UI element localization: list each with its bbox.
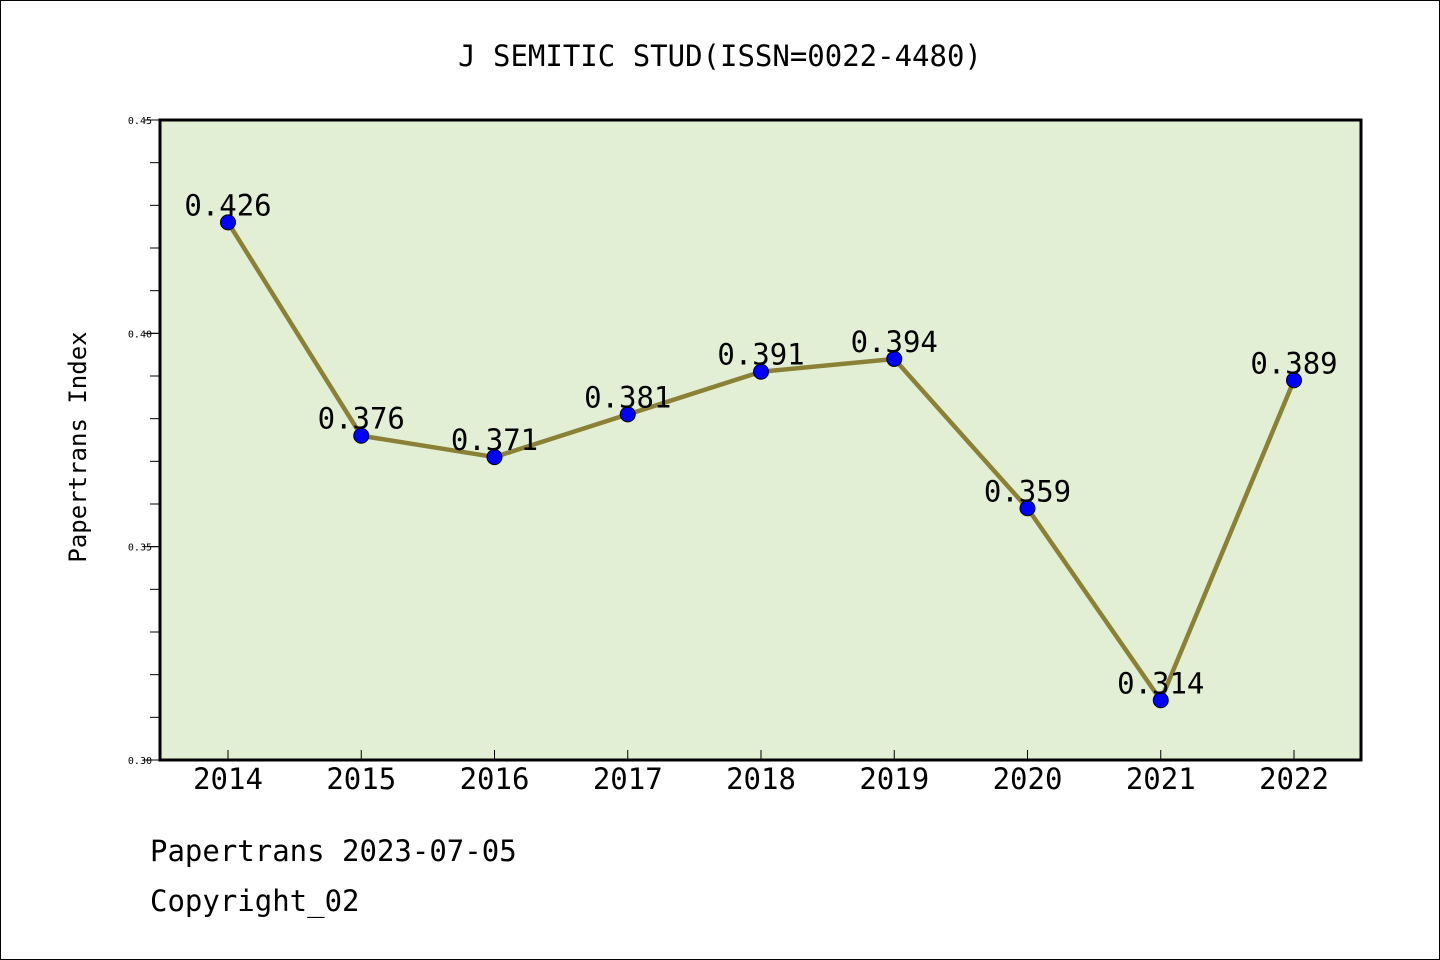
data-point bbox=[1019, 500, 1036, 517]
data-label: 0.394 bbox=[851, 325, 938, 359]
data-point bbox=[886, 350, 903, 367]
data-label: 0.391 bbox=[717, 338, 804, 372]
chart-title: J SEMITIC STUD(ISSN=0022-4480) bbox=[458, 39, 982, 73]
x-tick-label: 2015 bbox=[326, 762, 396, 796]
data-point bbox=[1152, 692, 1169, 709]
plot-area bbox=[158, 118, 1363, 762]
data-label: 0.371 bbox=[451, 423, 538, 457]
data-point bbox=[353, 427, 370, 444]
x-tick-label: 2017 bbox=[593, 762, 663, 796]
y-tick-label: 0.30 bbox=[128, 756, 152, 767]
data-label: 0.426 bbox=[184, 188, 271, 222]
data-point bbox=[486, 449, 503, 466]
y-tick-label: 0.35 bbox=[128, 543, 152, 554]
data-label: 0.314 bbox=[1117, 666, 1204, 700]
footer-copyright: Copyright_02 bbox=[150, 884, 360, 918]
data-label: 0.359 bbox=[984, 474, 1071, 508]
data-label: 0.381 bbox=[584, 380, 671, 414]
y-tick-label: 0.45 bbox=[128, 116, 152, 127]
data-point bbox=[753, 363, 769, 380]
footer-date: Papertrans 2023-07-05 bbox=[150, 834, 517, 868]
data-markers bbox=[220, 214, 1302, 709]
data-point bbox=[1286, 372, 1302, 389]
data-point bbox=[619, 406, 636, 423]
x-tick-label: 2022 bbox=[1259, 762, 1329, 796]
x-tick-label: 2016 bbox=[460, 762, 530, 796]
y-tick-label: 0.40 bbox=[128, 329, 152, 340]
y-axis-label: Papertrans Index bbox=[64, 331, 92, 562]
x-tick-label: 2020 bbox=[993, 762, 1063, 796]
x-tick-label: 2014 bbox=[193, 762, 263, 796]
data-labels: 0.426 0.376 0.371 0.381 0.391 0.394 0.359 0.314… bbox=[184, 188, 1337, 700]
x-axis-ticks: 2014 2015 2016 2017 2018 2019 2020 2021 2022 bbox=[193, 750, 1329, 796]
data-point bbox=[220, 214, 236, 231]
data-label: 0.389 bbox=[1250, 346, 1337, 380]
y-axis-ticks: 0.30 0.35 0.40 0.45 bbox=[128, 116, 160, 767]
x-tick-label: 2018 bbox=[726, 762, 796, 796]
x-tick-label: 2019 bbox=[859, 762, 929, 796]
x-tick-label: 2021 bbox=[1126, 762, 1196, 796]
data-label: 0.376 bbox=[318, 402, 405, 436]
